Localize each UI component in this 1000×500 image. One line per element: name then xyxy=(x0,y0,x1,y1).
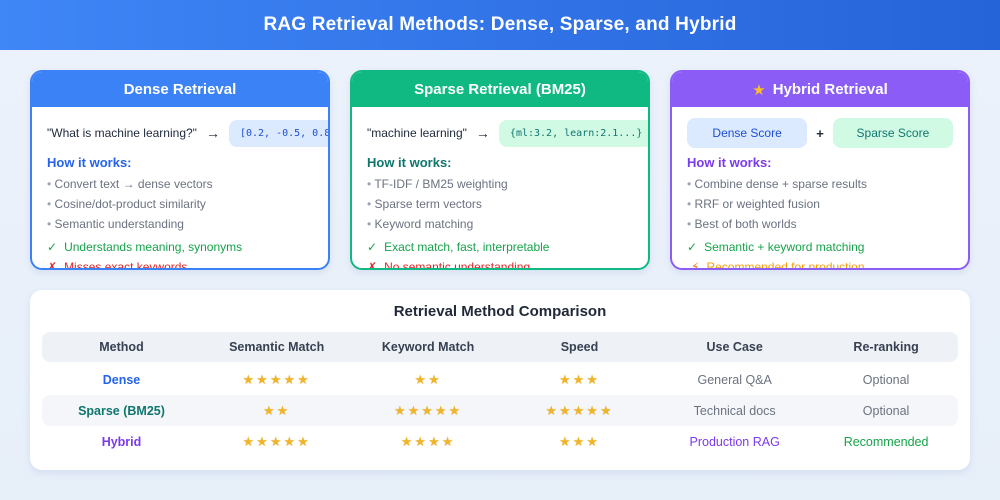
dense-con-line: ✗ Misses exact keywords xyxy=(47,260,313,270)
keyword-match-stars: ★★ xyxy=(414,371,442,387)
keyword-match-stars: ★★★★★ xyxy=(393,402,463,418)
page-title: RAG Retrieval Methods: Dense, Sparse, an… xyxy=(263,14,737,35)
use-case-cell: General Q&A xyxy=(697,372,772,387)
column-header-speed: Speed xyxy=(560,340,599,354)
column-header-re-ranking: Re-ranking xyxy=(853,340,919,354)
table-header-row: Method Semantic Match Keyword Match Spee… xyxy=(42,332,958,362)
speed-stars: ★★★ xyxy=(559,371,600,387)
column-header-keyword-match: Keyword Match xyxy=(381,340,475,354)
hybrid-bullet-list: Combine dense + sparse results RRF or we… xyxy=(687,174,953,234)
highlight-text: Recommended for production xyxy=(706,260,865,270)
card-sparse-retrieval: Sparse Retrieval (BM25) "machine learnin… xyxy=(350,70,650,270)
card-title: Dense Retrieval xyxy=(123,81,237,98)
method-cards-row: Dense Retrieval "What is machine learnin… xyxy=(0,50,1000,270)
sparse-example-row: "machine learning" → {ml:3.2, learn:2.1.… xyxy=(367,118,648,148)
sparse-score-chip: Sparse Score xyxy=(832,118,953,148)
method-cell: Hybrid xyxy=(101,434,142,449)
semantic-match-stars: ★★★★★ xyxy=(242,371,311,387)
check-icon: ✓ xyxy=(47,240,58,254)
pro-text: Understands meaning, synonyms xyxy=(64,240,243,254)
use-case-cell: Technical docs xyxy=(693,403,776,418)
card-title: Sparse Retrieval (BM25) xyxy=(414,81,586,98)
check-icon: ✓ xyxy=(687,240,698,254)
example-query-text: "What is machine learning?" xyxy=(47,126,197,140)
bullet-item: Cosine/dot-product similarity xyxy=(47,194,313,214)
card-sparse-header: Sparse Retrieval (BM25) xyxy=(352,72,648,107)
card-hybrid-body: Dense Score + Sparse Score How it works:… xyxy=(672,107,968,270)
con-text: Misses exact keywords xyxy=(64,260,188,270)
hybrid-highlight-line: ⚡ Recommended for production xyxy=(687,260,953,270)
how-it-works-label: How it works: xyxy=(367,155,452,170)
lightning-icon: ⚡ xyxy=(691,260,700,270)
semantic-match-stars: ★★★★★ xyxy=(242,433,311,449)
check-icon: ✓ xyxy=(367,240,378,254)
plus-icon: + xyxy=(816,125,824,141)
method-cell: Dense xyxy=(102,372,141,387)
pro-text: Exact match, fast, interpretable xyxy=(384,240,550,254)
bullet-item: Best of both worlds xyxy=(687,214,953,234)
card-title: Hybrid Retrieval xyxy=(772,81,888,98)
column-header-use-case: Use Case xyxy=(706,340,763,354)
speed-stars: ★★★ xyxy=(559,433,600,449)
hybrid-pro-line: ✓ Semantic + keyword matching xyxy=(687,240,953,254)
table-title: Retrieval Method Comparison xyxy=(393,303,607,320)
sparse-bullet-list: TF-IDF / BM25 weighting Sparse term vect… xyxy=(367,174,633,234)
keyword-match-stars: ★★★★ xyxy=(400,433,456,449)
method-cell: Sparse (BM25) xyxy=(78,403,165,418)
example-query-text: "machine learning" xyxy=(367,126,467,140)
bullet-item: Convert text → dense vectors xyxy=(47,174,313,194)
dense-score-chip: Dense Score xyxy=(687,118,808,148)
re-ranking-cell: Optional xyxy=(862,403,910,418)
bullet-item: Combine dense + sparse results xyxy=(687,174,953,194)
card-dense-retrieval: Dense Retrieval "What is machine learnin… xyxy=(30,70,330,270)
bullet-item: TF-IDF / BM25 weighting xyxy=(367,174,633,194)
arrow-right-icon: → xyxy=(205,125,220,141)
header-banner: RAG Retrieval Methods: Dense, Sparse, an… xyxy=(0,0,1000,50)
bullet-item: Sparse term vectors xyxy=(367,194,633,214)
semantic-match-stars: ★★ xyxy=(263,402,291,418)
dense-pro-line: ✓ Understands meaning, synonyms xyxy=(47,240,313,254)
pro-text: Semantic + keyword matching xyxy=(704,240,865,254)
how-it-works-label: How it works: xyxy=(687,155,772,170)
sparkle-star-icon: ★ xyxy=(752,81,766,99)
comparison-table-card: Retrieval Method Comparison Method Seman… xyxy=(30,290,970,470)
table-row: Hybrid ★★★★★ ★★★★ ★★★ Production RAG Recommen… xyxy=(42,426,958,457)
sparse-terms-chip: {ml:3.2, learn:2.1...} xyxy=(498,119,648,147)
cross-icon: ✗ xyxy=(367,260,378,270)
table-row: Dense ★★★★★ ★★ ★★★ General Q&A Optional xyxy=(42,364,958,395)
dense-example-row: "What is machine learning?" → [0.2, -0.5… xyxy=(47,118,328,148)
bullet-item: Keyword matching xyxy=(367,214,633,234)
sparse-con-line: ✗ No semantic understanding xyxy=(367,260,633,270)
cross-icon: ✗ xyxy=(47,260,58,270)
bullet-item: Semantic understanding xyxy=(47,214,313,234)
dense-bullet-list: Convert text → dense vectors Cosine/dot-… xyxy=(47,174,313,234)
hybrid-example-row: Dense Score + Sparse Score xyxy=(687,118,953,148)
sparse-pro-line: ✓ Exact match, fast, interpretable xyxy=(367,240,633,254)
how-it-works-label: How it works: xyxy=(47,155,132,170)
re-ranking-cell: Optional xyxy=(862,372,910,387)
speed-stars: ★★★★★ xyxy=(545,402,614,418)
column-header-method: Method xyxy=(99,340,144,354)
bullet-item: RRF or weighted fusion xyxy=(687,194,953,214)
use-case-cell: Production RAG xyxy=(689,434,780,449)
table-row: Sparse (BM25) ★★ ★★★★★ ★★★★★ Technical docs O… xyxy=(42,395,958,426)
column-header-semantic-match: Semantic Match xyxy=(229,340,325,354)
card-dense-header: Dense Retrieval xyxy=(32,72,328,107)
re-ranking-cell: Recommended xyxy=(843,434,929,449)
dense-vector-chip: [0.2, -0.5, 0.8...] xyxy=(228,119,328,147)
card-hybrid-retrieval: ★ Hybrid Retrieval Dense Score + Sparse … xyxy=(670,70,970,270)
con-text: No semantic understanding xyxy=(384,260,531,270)
arrow-right-icon: → xyxy=(475,125,490,141)
card-sparse-body: "machine learning" → {ml:3.2, learn:2.1.… xyxy=(352,107,648,270)
card-dense-body: "What is machine learning?" → [0.2, -0.5… xyxy=(32,107,328,270)
table-body: Dense ★★★★★ ★★ ★★★ General Q&A Optional Sparse… xyxy=(42,364,958,457)
card-hybrid-header: ★ Hybrid Retrieval xyxy=(672,72,968,107)
